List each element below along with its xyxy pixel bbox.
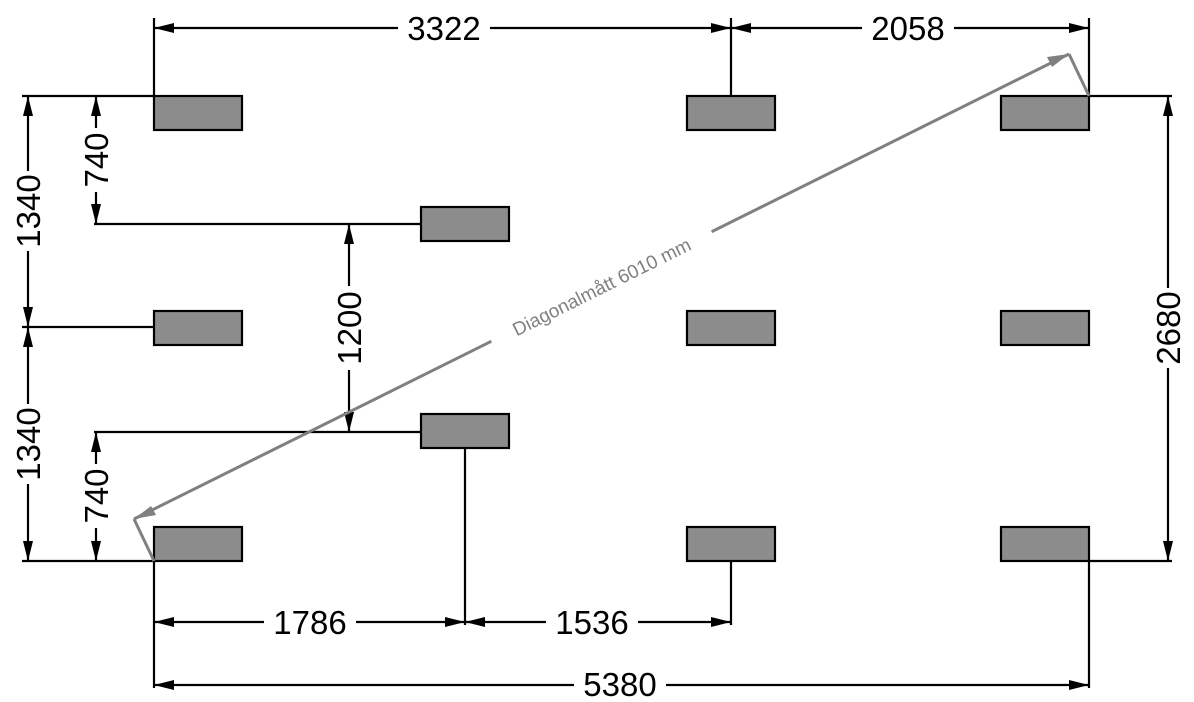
pad-bottom-right	[999, 525, 1091, 563]
dimension-bottom-left: 1786	[273, 604, 346, 641]
diagonal-label: Diagonalmått 6010 mm	[510, 235, 695, 341]
pad-top-middle	[685, 94, 777, 132]
pad-top-right	[999, 94, 1091, 132]
pad-bottom-left	[152, 525, 244, 563]
dimension-left-upper-inner: 740	[78, 132, 115, 187]
dimension-bottom-middle: 1536	[555, 604, 628, 641]
dimension-top-left: 3322	[407, 10, 480, 47]
dimension-right-total: 2680	[1150, 291, 1187, 364]
foundation-pads	[152, 94, 1091, 563]
dimension-center-vertical: 1200	[331, 291, 368, 364]
pad-inner-upper	[419, 205, 511, 243]
diagonal-measurement: Diagonalmått 6010 mm	[132, 52, 1091, 562]
pad-middle-middle	[685, 309, 777, 347]
pad-middle-left	[152, 309, 244, 347]
dimension-top-right: 2058	[871, 10, 944, 47]
pad-inner-lower	[419, 412, 511, 450]
dimension-left-lower: 1340	[10, 407, 47, 480]
pad-top-left	[152, 94, 244, 132]
dimension-bottom-total: 5380	[583, 666, 656, 702]
dimension-labels: 3322 2058 1340 1340 740 740 1200	[10, 10, 1187, 702]
extension-lines	[22, 18, 1172, 688]
pad-middle-right	[999, 309, 1091, 347]
pad-bottom-middle	[685, 525, 777, 563]
dimension-arrowheads	[23, 23, 1173, 690]
dimension-left-lower-inner: 740	[78, 468, 115, 523]
dimension-left-upper: 1340	[10, 174, 47, 247]
